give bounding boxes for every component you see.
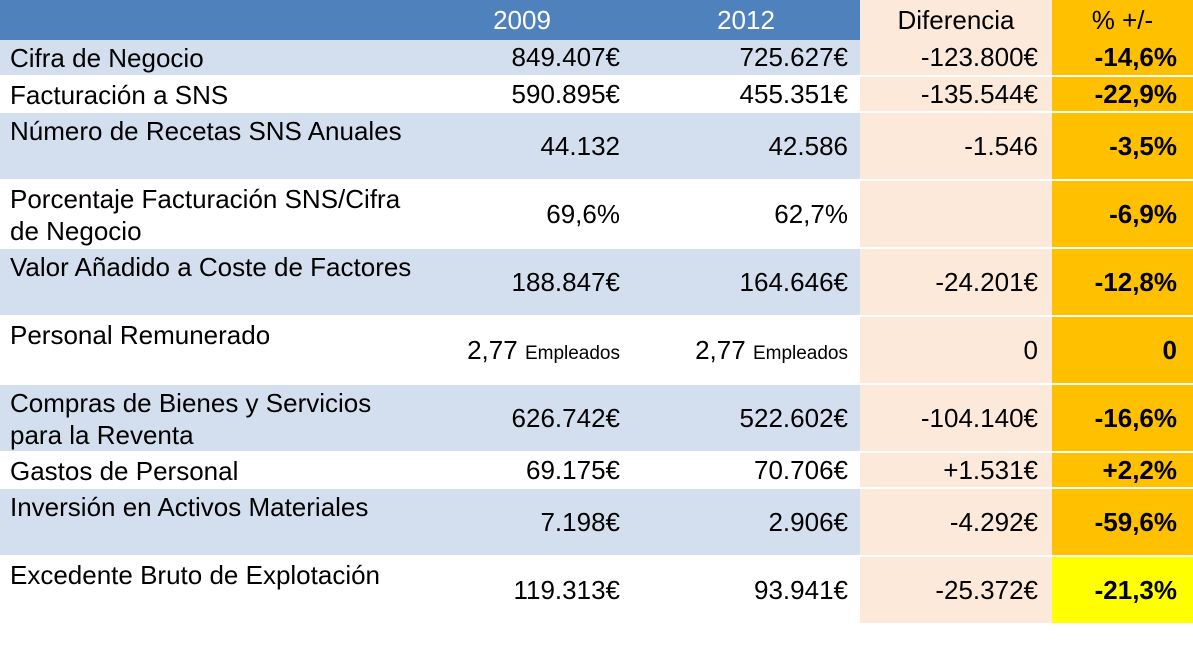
value-2012: 62,7% — [632, 180, 860, 249]
table-row: Porcentaje Facturación SNS/Cifra de Nego… — [0, 180, 1193, 249]
value-2009: 2,77 Empleados — [412, 316, 632, 385]
header-diferencia: Diferencia — [860, 0, 1052, 40]
value-unit: Empleados — [524, 342, 620, 364]
value-unit: Empleados — [752, 342, 848, 364]
table-row: Cifra de Negocio 849.407€ 725.627€ -123.… — [0, 40, 1193, 77]
value-2009: 626.742€ — [412, 384, 632, 453]
value-2012: 725.627€ — [632, 40, 860, 77]
value-difference: -4.292€ — [860, 488, 1052, 557]
value-2012: 2.906€ — [632, 488, 860, 557]
row-label: Gastos de Personal — [0, 452, 412, 489]
value-2012: 93.941€ — [632, 556, 860, 625]
value-difference: -135.544€ — [860, 76, 1052, 113]
value-2009: 69.175€ — [412, 452, 632, 489]
header-year-2009: 2009 — [412, 0, 632, 40]
value-2009: 849.407€ — [412, 40, 632, 77]
table-header-row: 2009 2012 Diferencia % +/- — [0, 0, 1193, 40]
value-2009: 590.895€ — [412, 76, 632, 113]
table-row: Excedente Bruto de Explotación 119.313€ … — [0, 556, 1193, 625]
row-label: Porcentaje Facturación SNS/Cifra de Nego… — [0, 180, 412, 249]
value-2009: 7.198€ — [412, 488, 632, 557]
value-2012: 42.586 — [632, 112, 860, 181]
value-2012: 455.351€ — [632, 76, 860, 113]
table-row: Facturación a SNS 590.895€ 455.351€ -135… — [0, 76, 1193, 113]
value-2012: 70.706€ — [632, 452, 860, 489]
value-percent-change: -59,6% — [1052, 488, 1193, 557]
comparison-table: 2009 2012 Diferencia % +/- Cifra de Nego… — [0, 0, 1193, 625]
value-difference: 0 — [860, 316, 1052, 385]
value-2009: 69,6% — [412, 180, 632, 249]
table-row: Compras de Bienes y Servicios para la Re… — [0, 384, 1193, 453]
value-percent-change: -22,9% — [1052, 76, 1193, 113]
value-difference: -123.800€ — [860, 40, 1052, 77]
value-percent-change: -12,8% — [1052, 248, 1193, 317]
value-percent-change: -6,9% — [1052, 180, 1193, 249]
value-percent-change: -3,5% — [1052, 112, 1193, 181]
value-percent-change: -21,3% — [1052, 556, 1193, 625]
row-label: Personal Remunerado — [0, 316, 412, 385]
value-number: 2,77 — [695, 334, 746, 365]
row-label: Cifra de Negocio — [0, 40, 412, 77]
row-label: Compras de Bienes y Servicios para la Re… — [0, 384, 412, 453]
value-number: 2,77 — [467, 334, 518, 365]
value-percent-change: -16,6% — [1052, 384, 1193, 453]
table-row: Inversión en Activos Materiales 7.198€ 2… — [0, 488, 1193, 557]
value-2012: 164.646€ — [632, 248, 860, 317]
value-percent-change: -14,6% — [1052, 40, 1193, 77]
value-difference — [860, 180, 1052, 249]
value-difference: -104.140€ — [860, 384, 1052, 453]
table-row: Valor Añadido a Coste de Factores 188.84… — [0, 248, 1193, 317]
value-difference: -25.372€ — [860, 556, 1052, 625]
value-percent-change: +2,2% — [1052, 452, 1193, 489]
header-label-cell — [0, 0, 412, 40]
row-label: Inversión en Activos Materiales — [0, 488, 412, 557]
header-year-2012: 2012 — [632, 0, 860, 40]
value-2009: 44.132 — [412, 112, 632, 181]
value-2009: 119.313€ — [412, 556, 632, 625]
value-difference: -24.201€ — [860, 248, 1052, 317]
table-row: Número de Recetas SNS Anuales 44.132 42.… — [0, 112, 1193, 181]
value-2012: 2,77 Empleados — [632, 316, 860, 385]
row-label: Facturación a SNS — [0, 76, 412, 113]
row-label: Valor Añadido a Coste de Factores — [0, 248, 412, 317]
row-label: Excedente Bruto de Explotación — [0, 556, 412, 625]
value-difference: -1.546 — [860, 112, 1052, 181]
header-percent-change: % +/- — [1052, 0, 1193, 40]
row-label: Número de Recetas SNS Anuales — [0, 112, 412, 181]
table-row: Personal Remunerado 2,77 Empleados 2,77 … — [0, 316, 1193, 385]
value-difference: +1.531€ — [860, 452, 1052, 489]
value-2009: 188.847€ — [412, 248, 632, 317]
table-row: Gastos de Personal 69.175€ 70.706€ +1.53… — [0, 452, 1193, 489]
value-2012: 522.602€ — [632, 384, 860, 453]
value-percent-change: 0 — [1052, 316, 1193, 385]
